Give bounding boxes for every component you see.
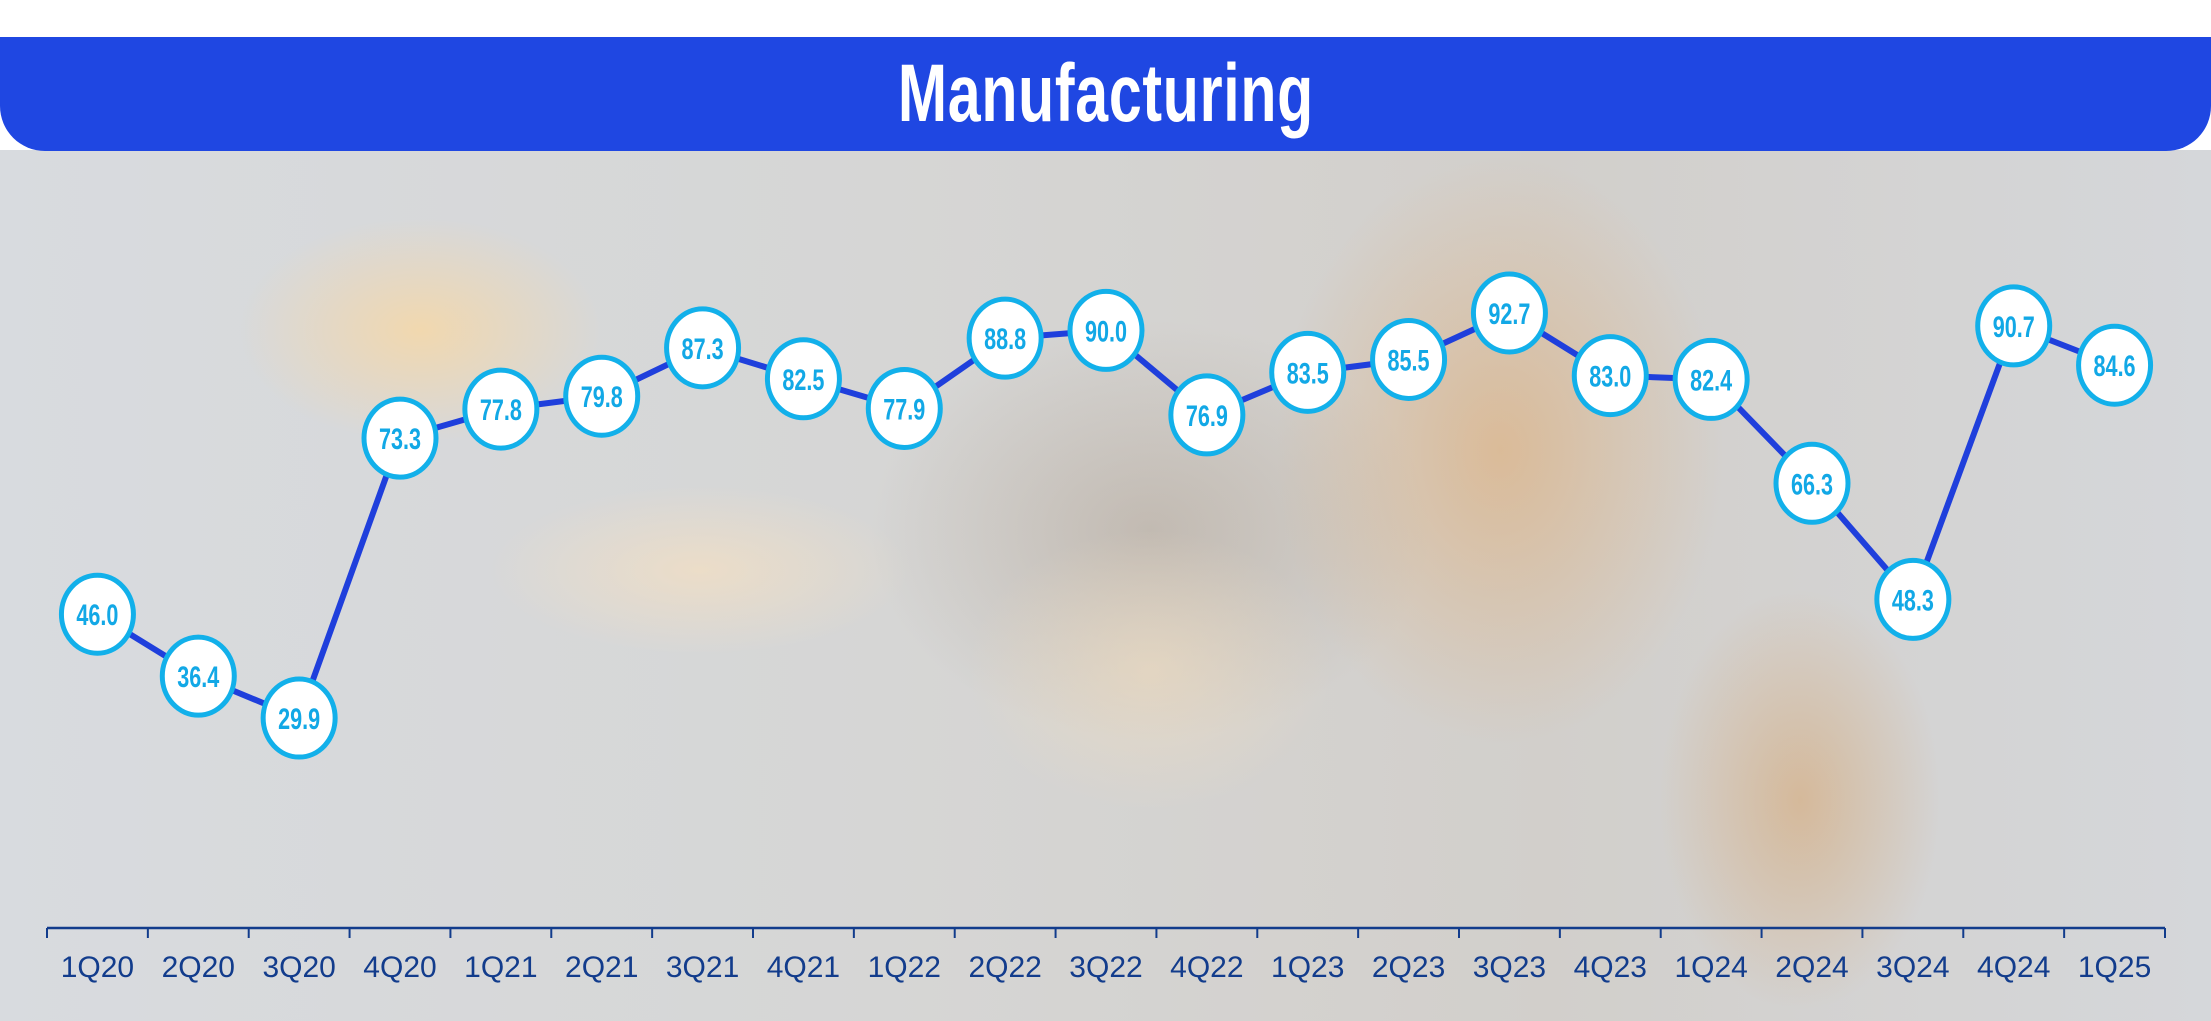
data-point-marker bbox=[563, 354, 641, 438]
x-tick-label: 2Q20 bbox=[162, 951, 235, 984]
data-label: 83.5 bbox=[1287, 356, 1329, 390]
chart-title: Manufacturing bbox=[897, 48, 1314, 139]
data-label: 82.4 bbox=[1690, 363, 1732, 397]
x-tick-label: 4Q21 bbox=[767, 951, 840, 984]
data-point-marker bbox=[260, 676, 338, 760]
x-tick-label: 1Q24 bbox=[1674, 951, 1747, 984]
data-label: 88.8 bbox=[984, 322, 1026, 356]
data-label: 90.7 bbox=[1993, 309, 2035, 343]
data-label: 90.0 bbox=[1085, 314, 1127, 348]
data-point-marker bbox=[462, 367, 540, 451]
x-tick-label: 3Q24 bbox=[1876, 951, 1949, 984]
data-point-marker bbox=[664, 306, 742, 390]
data-label: 77.9 bbox=[883, 392, 925, 426]
x-tick-label: 4Q20 bbox=[363, 951, 436, 984]
x-tick-label: 4Q24 bbox=[1977, 951, 2050, 984]
data-label: 36.4 bbox=[177, 660, 219, 694]
x-tick-label: 4Q22 bbox=[1170, 951, 1243, 984]
data-label: 46.0 bbox=[76, 598, 118, 632]
data-point-marker bbox=[1672, 337, 1750, 421]
data-label: 83.0 bbox=[1589, 359, 1631, 393]
data-point-marker bbox=[1773, 441, 1851, 525]
x-tick-label: 2Q22 bbox=[968, 951, 1041, 984]
data-point-marker bbox=[1067, 288, 1145, 372]
data-point-marker bbox=[1168, 373, 1246, 457]
data-point-marker bbox=[966, 296, 1044, 380]
data-point-marker bbox=[1874, 557, 1952, 641]
data-label: 73.3 bbox=[379, 422, 421, 456]
x-tick-label: 4Q23 bbox=[1574, 951, 1647, 984]
x-tick-label: 2Q21 bbox=[565, 951, 638, 984]
data-point-marker bbox=[1269, 330, 1347, 414]
x-tick-label: 3Q22 bbox=[1069, 951, 1142, 984]
data-point-marker bbox=[58, 572, 136, 656]
data-point-marker bbox=[1571, 334, 1649, 418]
data-label: 82.5 bbox=[782, 362, 824, 396]
x-tick-label: 1Q25 bbox=[2078, 951, 2151, 984]
x-tick-label: 3Q21 bbox=[666, 951, 739, 984]
x-tick-label: 3Q23 bbox=[1473, 951, 1546, 984]
data-point-marker bbox=[1470, 271, 1548, 355]
data-label: 87.3 bbox=[682, 331, 724, 365]
data-label: 79.8 bbox=[581, 380, 623, 414]
data-point-marker bbox=[1370, 317, 1448, 401]
x-tick-label: 1Q21 bbox=[464, 951, 537, 984]
title-bar: Manufacturing bbox=[0, 37, 2211, 151]
data-label: 92.7 bbox=[1488, 296, 1530, 330]
x-tick-label: 1Q23 bbox=[1271, 951, 1344, 984]
data-point-marker bbox=[865, 366, 943, 450]
data-label: 48.3 bbox=[1892, 583, 1934, 617]
data-point-marker bbox=[2076, 323, 2154, 407]
data-label: 84.6 bbox=[2094, 349, 2136, 383]
data-label: 85.5 bbox=[1388, 343, 1430, 377]
data-label: 29.9 bbox=[278, 702, 320, 736]
data-point-marker bbox=[159, 634, 237, 718]
series-line-segment bbox=[1910, 324, 2017, 601]
x-tick-label: 1Q20 bbox=[61, 951, 134, 984]
data-point-marker bbox=[361, 396, 439, 480]
x-tick-label: 2Q23 bbox=[1372, 951, 1445, 984]
x-tick-label: 1Q22 bbox=[868, 951, 941, 984]
data-label: 76.9 bbox=[1186, 398, 1228, 432]
x-tick-label: 2Q24 bbox=[1775, 951, 1848, 984]
data-label: 66.3 bbox=[1791, 467, 1833, 501]
series-line-segment bbox=[296, 437, 403, 720]
data-label: 77.8 bbox=[480, 393, 522, 427]
data-point-marker bbox=[764, 337, 842, 421]
x-tick-label: 3Q20 bbox=[262, 951, 335, 984]
data-point-marker bbox=[1975, 284, 2053, 368]
